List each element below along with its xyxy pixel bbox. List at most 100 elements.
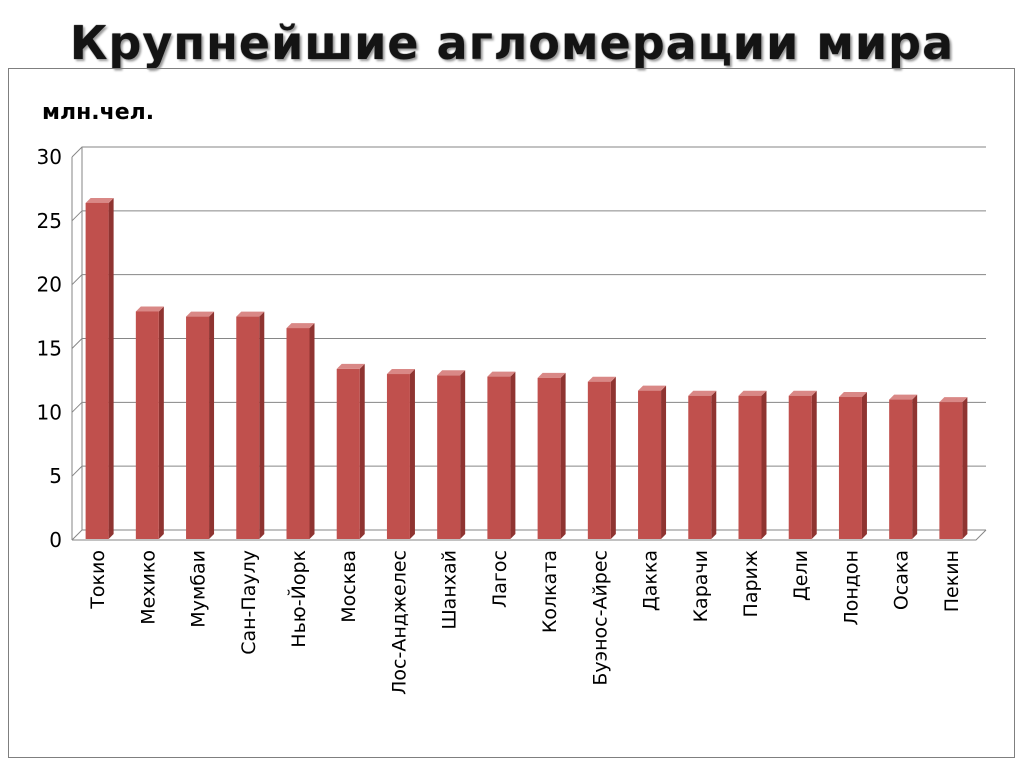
bar-side: [761, 390, 767, 539]
bar-side: [661, 385, 667, 539]
gridline: [71, 210, 986, 222]
bar-side: [711, 390, 717, 539]
bar-top: [889, 394, 918, 400]
x-tick-label: Москва: [338, 550, 360, 623]
bar: [638, 385, 667, 539]
bar: [386, 369, 415, 539]
bar: [336, 363, 365, 539]
bar-front: [838, 397, 862, 539]
bar-front: [286, 328, 310, 539]
x-tick-label: Осака: [891, 550, 913, 610]
bar-top: [688, 390, 717, 396]
bar-top: [838, 392, 867, 398]
bar: [487, 371, 516, 539]
bar-side: [510, 371, 516, 539]
bar: [85, 197, 114, 539]
bar-front: [336, 368, 360, 539]
bar-side: [359, 363, 365, 539]
bar-side: [409, 369, 415, 539]
x-tick-label: Карачи: [690, 550, 712, 622]
bar-front: [386, 374, 410, 539]
bar-front: [135, 311, 159, 539]
y-axis-unit-label: млн.чел.: [42, 100, 155, 125]
x-tick-label: Мумбаи: [188, 550, 210, 628]
bar-front: [587, 381, 611, 539]
x-tick-label: Нью-Йорк: [287, 550, 310, 648]
bar: [738, 390, 767, 539]
bar-side: [209, 311, 215, 539]
bar-front: [487, 376, 511, 539]
x-tick-label: Мехико: [137, 550, 159, 625]
bar-side: [560, 372, 566, 539]
x-tick-label: Лагос: [489, 550, 511, 608]
bar-top: [186, 311, 215, 317]
bar: [587, 376, 616, 539]
x-tick-label: Париж: [740, 550, 762, 617]
bar-top: [336, 363, 365, 369]
y-tick-label: 10: [37, 400, 62, 424]
bar-front: [889, 399, 913, 539]
y-tick-label: 20: [37, 273, 62, 297]
bar: [788, 390, 817, 539]
bar-top: [738, 390, 767, 396]
bar-top: [487, 371, 516, 377]
bar-top: [939, 397, 968, 403]
bar-side: [108, 197, 114, 539]
bar-side: [912, 394, 918, 539]
bars: [85, 197, 968, 539]
gridline: [71, 146, 986, 158]
bar-top: [788, 390, 817, 396]
bar-top: [236, 311, 265, 317]
y-tick-label: 15: [37, 337, 62, 361]
bar-front: [236, 316, 260, 539]
y-tick-labels: 0 5 10 15 20 25 30: [37, 145, 62, 552]
chart-title: Крупнейшие агломерации мира: [69, 16, 955, 70]
bar-front: [939, 402, 963, 539]
bar: [437, 370, 466, 539]
x-tick-label: Лондон: [840, 550, 862, 626]
bar-front: [788, 395, 812, 539]
y-tick-label: 0: [49, 528, 62, 552]
x-tick-label: Лос-Анджелес: [388, 550, 410, 695]
y-tick-label: 30: [37, 145, 62, 169]
x-tick-label: Дакка: [640, 550, 662, 611]
bar: [838, 392, 867, 539]
x-tick-label: Дели: [790, 550, 812, 601]
bar-front: [738, 395, 762, 539]
bar-front: [85, 202, 109, 539]
bar-side: [259, 311, 265, 539]
bar-top: [85, 197, 114, 203]
bar-top: [437, 370, 466, 376]
x-tick-labels: Токио Мехико Мумбаи Сан-Паулу Нью-Йорк Москва…: [87, 550, 963, 695]
bar-front: [437, 375, 461, 539]
bar: [537, 372, 566, 539]
bar-side: [309, 323, 315, 539]
bar-front: [638, 390, 662, 539]
bar-top: [286, 323, 315, 329]
x-tick-label: Пекин: [941, 550, 963, 612]
axes: [71, 147, 987, 541]
bar: [135, 306, 164, 539]
y-tick-label: 5: [49, 464, 62, 488]
bar: [889, 394, 918, 539]
x-tick-label: Буэнос-Айрес: [589, 550, 611, 686]
bar-top: [135, 306, 164, 312]
bar-front: [688, 395, 712, 539]
bar: [688, 390, 717, 539]
bar: [236, 311, 265, 539]
bar-side: [861, 392, 867, 539]
bar-front: [186, 316, 210, 539]
chart-frame: [8, 68, 1015, 758]
bar-top: [386, 369, 415, 375]
bar-front: [537, 377, 561, 539]
bar: [939, 397, 968, 539]
bar-side: [962, 397, 968, 539]
bar-top: [537, 372, 566, 378]
bar-side: [811, 390, 817, 539]
bar-top: [638, 385, 667, 391]
x-tick-label: Шанхай: [439, 550, 461, 630]
x-tick-label: Колката: [539, 550, 561, 633]
bar-side: [460, 370, 466, 539]
bar-side: [158, 306, 164, 539]
